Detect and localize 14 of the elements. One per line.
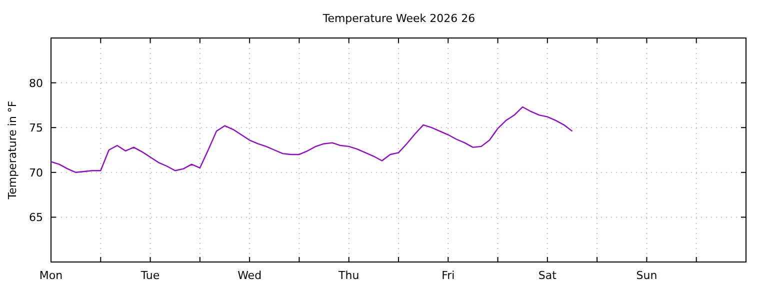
- y-tick-label: 75: [29, 122, 43, 135]
- x-tick-label: Thu: [338, 269, 360, 282]
- chart-title: Temperature Week 2026 26: [322, 12, 476, 25]
- x-tick-label: Tue: [140, 269, 160, 282]
- x-tick-label: Wed: [238, 269, 262, 282]
- y-axis-title: Temperature in °F: [6, 100, 19, 200]
- line-series: [50, 106, 573, 173]
- y-tick-label: 70: [29, 166, 43, 180]
- x-tick-label: Sun: [636, 269, 658, 282]
- y-tick-label: 65: [29, 211, 43, 224]
- x-tick-label: Mon: [39, 269, 63, 282]
- x-tick-label: Sat: [538, 269, 558, 282]
- x-tick-label: Fri: [442, 269, 455, 282]
- y-tick-label: 80: [29, 76, 43, 90]
